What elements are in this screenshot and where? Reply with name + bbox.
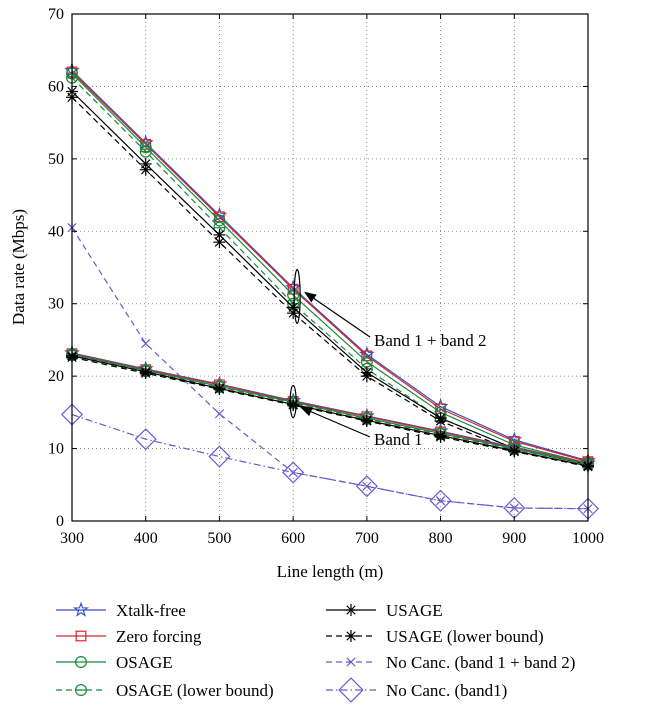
legend-item: USAGE xyxy=(326,601,443,620)
legend-label: OSAGE xyxy=(116,653,173,672)
annotation-arrow xyxy=(304,291,371,338)
x-tick-label: 500 xyxy=(207,530,231,547)
annotation-label: Band 1 xyxy=(374,430,423,449)
data-point xyxy=(346,657,356,667)
axis-ticks: 300 400 500 600 700 800 900 1000 0 10 20 30 40 50 60 70 xyxy=(48,6,604,547)
series-line xyxy=(71,355,589,467)
legend-label: Xtalk-free xyxy=(116,601,186,620)
plot-frame xyxy=(71,13,589,522)
legend-item: USAGE (lower bound) xyxy=(326,627,544,646)
data-point xyxy=(74,655,87,668)
y-tick-label: 40 xyxy=(48,223,64,240)
data-point xyxy=(345,604,357,616)
data-point xyxy=(214,211,225,223)
legend-label: USAGE (lower bound) xyxy=(386,627,544,646)
y-tick-label: 20 xyxy=(48,368,64,385)
series-no-canc-band1 xyxy=(60,403,600,520)
data-point xyxy=(214,409,225,419)
series-usage-lower-bound xyxy=(66,91,594,472)
data-point xyxy=(213,383,226,396)
annotation-label: Band 1 + band 2 xyxy=(374,331,487,350)
legend-item: OSAGE (lower bound) xyxy=(56,681,274,700)
data-point xyxy=(338,677,364,703)
data-point xyxy=(345,630,357,642)
x-tick-label: 600 xyxy=(281,530,305,547)
data-point xyxy=(75,630,87,642)
data-point xyxy=(287,289,300,302)
x-tick-label: 700 xyxy=(355,530,379,547)
series-line xyxy=(71,71,589,463)
x-tick-label: 800 xyxy=(429,530,453,547)
series-line xyxy=(71,353,589,464)
data-point xyxy=(282,461,305,484)
y-axis-label: Data rate (Mbps) xyxy=(9,209,28,325)
series-line xyxy=(71,77,589,466)
x-axis-label: Line length (m) xyxy=(277,562,384,581)
annotation-arrow xyxy=(300,406,371,438)
data-point xyxy=(139,141,152,154)
data-point xyxy=(361,350,373,362)
series-line xyxy=(71,354,589,466)
y-tick-label: 30 xyxy=(48,296,64,313)
legend-label: OSAGE (lower bound) xyxy=(116,681,274,700)
legend-item: Zero forcing xyxy=(56,627,202,646)
x-tick-label: 1000 xyxy=(572,530,604,547)
data-point xyxy=(208,445,231,468)
y-tick-label: 50 xyxy=(48,151,64,168)
legend-label: No Canc. (band1) xyxy=(386,681,507,700)
data-point xyxy=(141,338,151,349)
x-tick-label: 900 xyxy=(502,530,526,547)
legend-item: Xtalk-free xyxy=(56,601,186,620)
series-line xyxy=(71,352,589,464)
y-tick-label: 70 xyxy=(48,6,64,23)
x-tick-label: 300 xyxy=(60,530,84,547)
data-point xyxy=(360,370,373,383)
data-point xyxy=(213,214,226,227)
data-point xyxy=(139,145,152,158)
series-line xyxy=(71,72,589,464)
legend-label: USAGE xyxy=(386,601,443,620)
y-tick-label: 10 xyxy=(48,441,64,458)
series-line xyxy=(71,96,589,467)
legend-item: No Canc. (band1) xyxy=(326,677,507,703)
data-point xyxy=(287,399,300,412)
legend-label: No Canc. (band 1 + band 2) xyxy=(386,653,575,672)
series-line xyxy=(71,70,589,462)
plot-series xyxy=(60,62,600,520)
data-point xyxy=(139,163,152,176)
data-point xyxy=(434,430,447,443)
grid xyxy=(72,14,588,521)
data-point xyxy=(73,601,89,617)
series-line xyxy=(71,353,589,465)
annotation-ellipse xyxy=(293,268,301,325)
legend-item: No Canc. (band 1 + band 2) xyxy=(326,653,575,672)
series-xtalk-free xyxy=(64,62,596,468)
data-point xyxy=(355,475,378,498)
series-no-canc-band-1-band-2 xyxy=(67,223,593,514)
data-point xyxy=(362,481,372,491)
data-point xyxy=(213,236,226,249)
y-tick-label: 60 xyxy=(48,78,64,95)
series-line xyxy=(71,413,589,510)
data-point xyxy=(134,428,157,451)
data-point xyxy=(287,283,299,295)
series-line xyxy=(71,91,589,466)
legend: Xtalk-free Zero forcing OSAGE OSAGE (lower … xyxy=(56,601,575,703)
legend-item: OSAGE xyxy=(56,653,173,672)
annotation-ellipse xyxy=(289,384,297,419)
data-point xyxy=(429,489,452,512)
annotations: Band 1 + band 2 Band 1 xyxy=(289,268,487,449)
y-tick-label: 0 xyxy=(56,513,64,530)
data-point xyxy=(360,415,373,428)
data-point xyxy=(139,367,152,380)
data-point xyxy=(508,445,521,458)
legend-label: Zero forcing xyxy=(116,627,202,646)
data-point xyxy=(74,683,87,696)
series-line xyxy=(71,356,589,468)
data-point xyxy=(287,307,300,320)
x-tick-label: 400 xyxy=(134,530,158,547)
